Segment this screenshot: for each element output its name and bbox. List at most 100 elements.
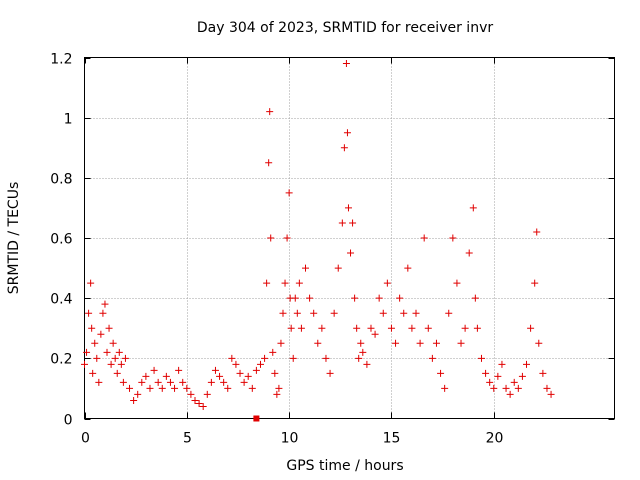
data-point — [349, 219, 357, 227]
data-point — [236, 369, 244, 377]
data-point — [81, 360, 88, 368]
data-point — [117, 360, 125, 368]
data-point — [445, 309, 453, 317]
data-point — [266, 108, 274, 116]
y-tick-label: 0.8 — [50, 172, 72, 188]
data-point — [469, 204, 477, 212]
data-point — [109, 339, 117, 347]
data-point — [150, 366, 158, 374]
data-point — [175, 366, 183, 374]
data-point — [285, 189, 293, 197]
data-point — [471, 294, 479, 302]
data-point — [408, 324, 416, 332]
data-point — [359, 348, 367, 356]
data-point — [207, 378, 215, 386]
data-point — [224, 384, 232, 392]
data-point — [93, 354, 101, 362]
data-point — [130, 396, 138, 404]
data-point — [126, 384, 134, 392]
data-point — [527, 324, 535, 332]
data-point — [277, 339, 285, 347]
data-point — [543, 384, 551, 392]
data-point — [441, 384, 449, 392]
data-point — [379, 309, 387, 317]
data-point — [183, 384, 191, 392]
data-point — [424, 324, 432, 332]
data-point — [228, 354, 236, 362]
x-tick-label: 10 — [281, 431, 299, 447]
data-point — [375, 294, 383, 302]
square-marker — [253, 415, 260, 422]
x-tick-label: 5 — [183, 431, 192, 447]
data-point — [265, 159, 273, 167]
data-point — [338, 219, 346, 227]
data-point — [482, 369, 490, 377]
data-point — [211, 366, 219, 374]
data-point — [199, 402, 207, 410]
data-point — [420, 234, 428, 242]
data-point — [490, 384, 498, 392]
data-point — [461, 324, 469, 332]
data-point — [85, 309, 93, 317]
data-point — [357, 339, 365, 347]
data-point — [111, 354, 119, 362]
data-point — [344, 204, 352, 212]
data-point — [87, 279, 95, 287]
data-point — [261, 354, 269, 362]
data-point — [535, 339, 543, 347]
chart-title: Day 304 of 2023, SRMTID for receiver inv… — [197, 20, 493, 36]
data-point — [216, 372, 224, 380]
data-point — [295, 279, 303, 287]
data-point — [99, 309, 107, 317]
data-point — [355, 354, 363, 362]
data-point — [271, 369, 279, 377]
data-point — [322, 354, 330, 362]
data-point — [134, 390, 142, 398]
data-point — [457, 339, 465, 347]
data-point — [95, 378, 103, 386]
data-point — [293, 309, 301, 317]
data-point — [154, 378, 162, 386]
data-point — [289, 354, 297, 362]
data-point — [291, 294, 299, 302]
data-point — [340, 144, 348, 152]
data-point — [502, 384, 510, 392]
data-point — [240, 378, 248, 386]
data-point — [310, 309, 318, 317]
x-tick-label: 20 — [486, 431, 504, 447]
data-point — [97, 330, 105, 338]
y-axis: 0 0.2 0.4 0.6 0.8 1 1.2 — [50, 52, 615, 429]
data-point — [473, 324, 481, 332]
data-point — [269, 348, 277, 356]
data-point — [287, 324, 295, 332]
data-point — [121, 354, 129, 362]
data-point — [531, 279, 539, 287]
data-point — [396, 294, 404, 302]
data-point — [318, 324, 326, 332]
data-point — [539, 369, 547, 377]
data-point — [392, 339, 400, 347]
data-point — [486, 378, 494, 386]
data-point — [113, 369, 121, 377]
data-point — [416, 339, 424, 347]
y-tick-label: 0 — [64, 413, 73, 429]
x-tick-label: 15 — [383, 431, 401, 447]
data-point — [187, 390, 195, 398]
grid — [84, 57, 615, 419]
data-point — [232, 360, 240, 368]
data-point — [314, 339, 322, 347]
data-point — [326, 369, 334, 377]
data-point — [506, 390, 514, 398]
data-point — [428, 354, 436, 362]
data-point — [465, 249, 473, 257]
y-tick-label: 1 — [64, 112, 73, 128]
data-point — [363, 360, 371, 368]
y-tick-label: 0.6 — [50, 232, 72, 248]
data-point — [498, 360, 506, 368]
data-point — [367, 324, 375, 332]
data-point — [103, 348, 111, 356]
data-point — [437, 369, 445, 377]
data-point — [83, 348, 91, 356]
data-point — [477, 354, 485, 362]
